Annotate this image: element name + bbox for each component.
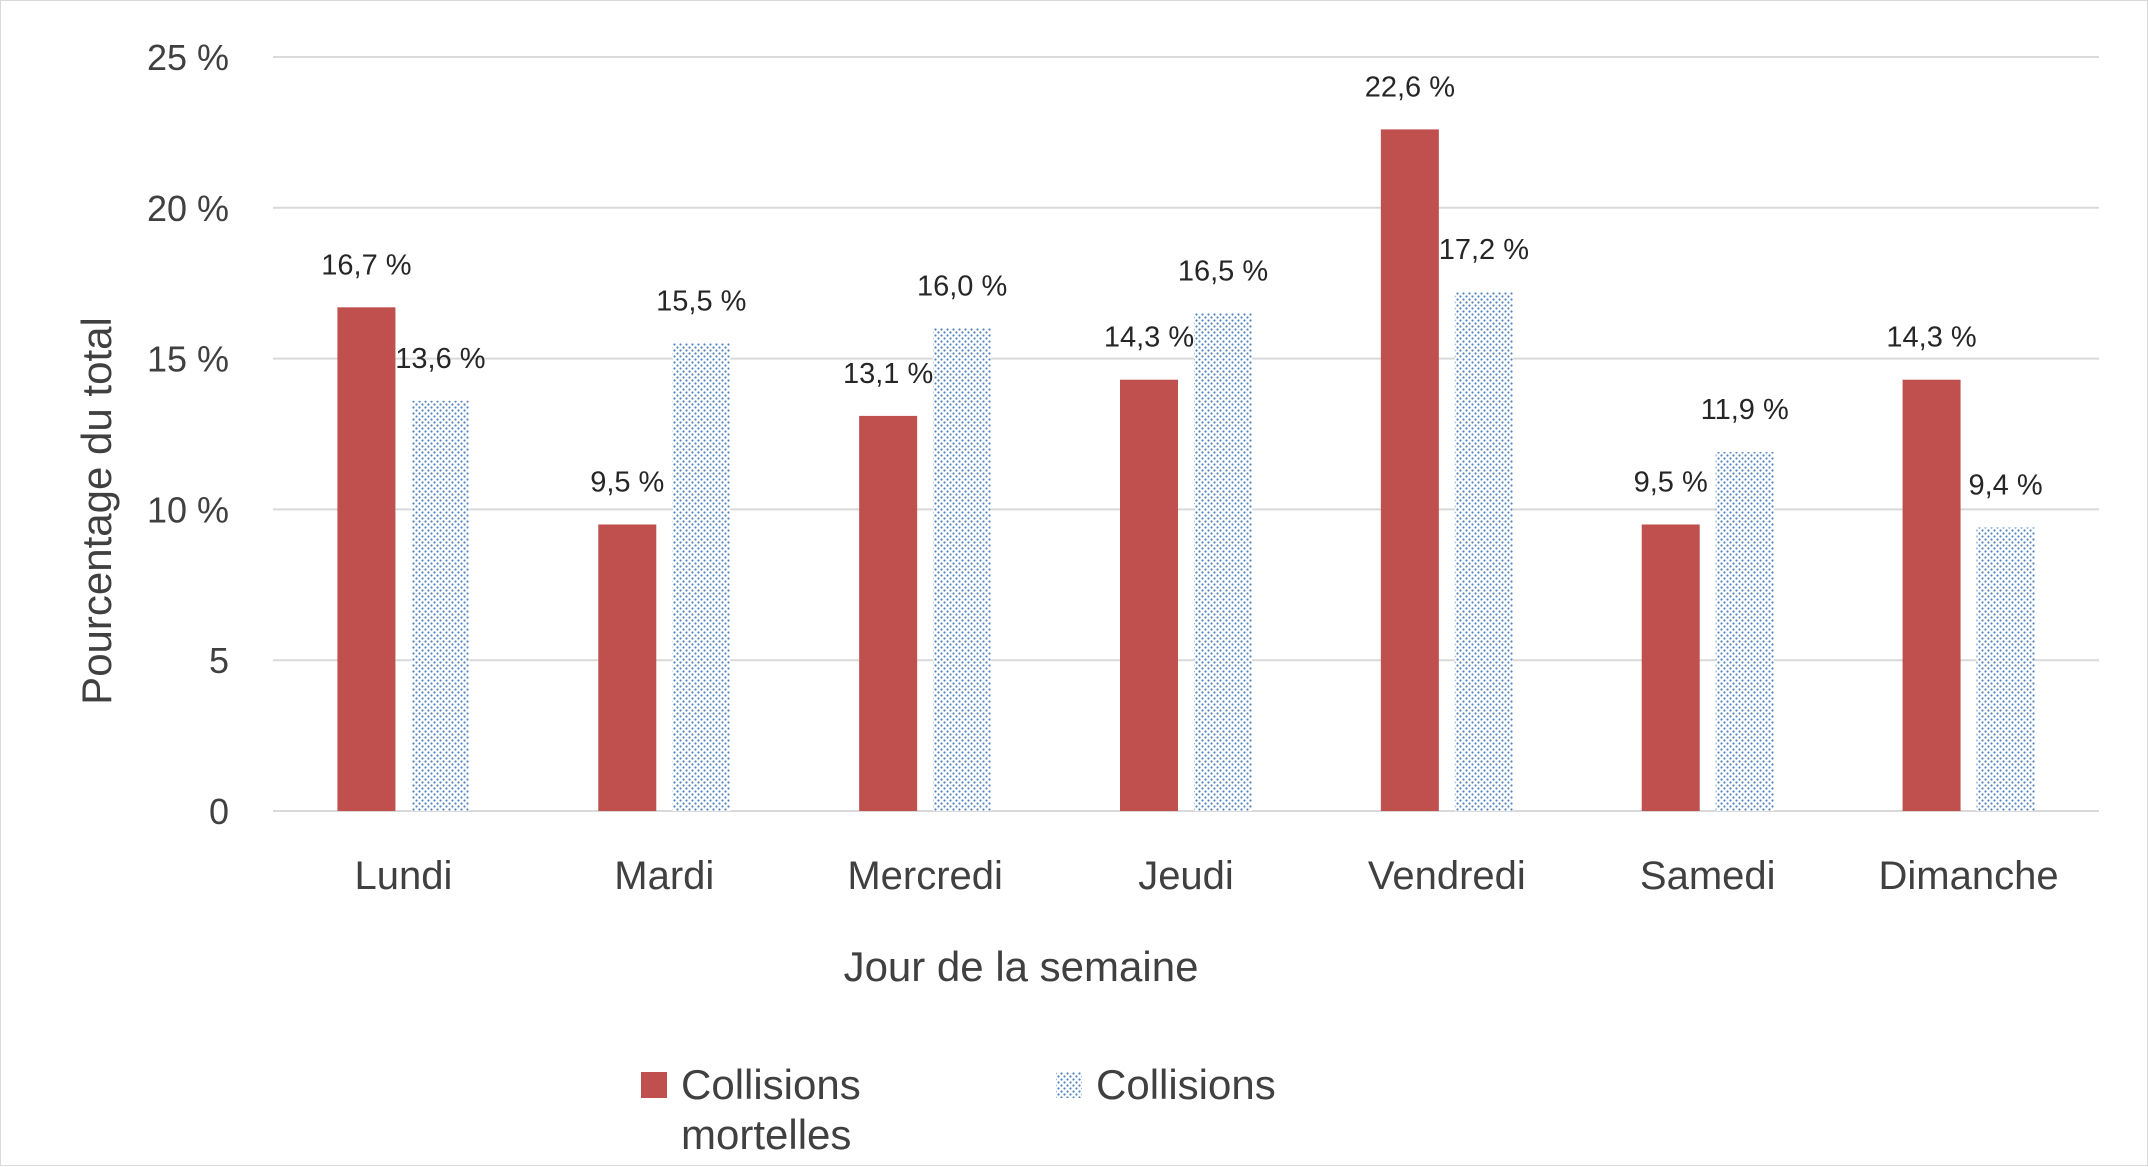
bar-fatal-collisions	[859, 415, 918, 811]
legend-swatch-fatal	[641, 1072, 667, 1098]
legend-swatch-collisions	[1056, 1072, 1082, 1098]
x-category-label: Mercredi	[847, 854, 1003, 898]
x-category-label: Jeudi	[1138, 854, 1234, 898]
data-label: 13,6 %	[395, 343, 485, 375]
legend-label: Collisions	[681, 1061, 861, 1108]
bar-collisions	[1976, 527, 2035, 811]
bar-fatal-collisions	[598, 524, 657, 811]
bars	[337, 129, 2035, 811]
bar-collisions	[1194, 313, 1252, 811]
data-label: 16,0 %	[917, 270, 1007, 302]
legend-label: mortelles	[681, 1111, 851, 1158]
bar-fatal-collisions	[1902, 379, 1961, 811]
y-tick-label: 5	[209, 640, 229, 681]
data-label: 11,9 %	[1701, 394, 1789, 426]
data-label: 14,3 %	[1104, 322, 1194, 354]
bar-fatal-collisions	[1380, 129, 1439, 811]
gridlines	[273, 56, 2099, 812]
data-label: 22,6 %	[1365, 71, 1455, 103]
data-label: 15,5 %	[656, 286, 746, 318]
x-category-label: Dimanche	[1879, 854, 2059, 898]
bar-collisions	[411, 400, 470, 811]
y-tick-label: 10 %	[147, 489, 229, 530]
bar-collisions	[672, 343, 731, 811]
data-labels: 16,7 % 13,6 % 9,5 % 15,5 % 13,1 % 16,0 % 14,3 …	[321, 71, 2042, 501]
y-tick-label: 15 %	[147, 339, 229, 380]
y-tick-label: 25 %	[147, 37, 229, 78]
bar-fatal-collisions	[337, 307, 396, 811]
y-axis-title: Pourcentage du total	[73, 317, 120, 705]
y-axis-ticks: 0 5 10 % 15 % 20 % 25 %	[147, 37, 229, 832]
data-label: 9,4 %	[1968, 469, 2042, 501]
x-axis-title: Jour de la semaine	[844, 943, 1199, 990]
data-label: 9,5 %	[1634, 466, 1708, 498]
bar-collisions	[1715, 452, 1774, 811]
x-category-label: Vendredi	[1368, 854, 1526, 898]
data-label: 17,2 %	[1439, 234, 1529, 266]
data-label: 13,1 %	[843, 358, 933, 390]
y-tick-label: 0	[209, 791, 229, 832]
y-tick-label: 20 %	[147, 188, 229, 229]
bar-collisions	[1454, 292, 1513, 811]
x-category-label: Samedi	[1640, 854, 1776, 898]
x-category-label: Mardi	[614, 854, 714, 898]
bar-collisions	[933, 328, 992, 811]
x-axis-categories: Lundi Mardi Mercredi Jeudi Vendredi Samedi Dim…	[354, 854, 2058, 898]
bar-fatal-collisions	[1641, 524, 1700, 811]
bar-fatal-collisions	[1120, 379, 1178, 811]
legend-label: Collisions	[1096, 1061, 1276, 1108]
data-label: 16,5 %	[1178, 255, 1268, 287]
data-label: 9,5 %	[590, 466, 664, 498]
data-label: 16,7 %	[321, 249, 411, 281]
data-label: 14,3 %	[1886, 322, 1976, 354]
x-category-label: Lundi	[354, 854, 452, 898]
